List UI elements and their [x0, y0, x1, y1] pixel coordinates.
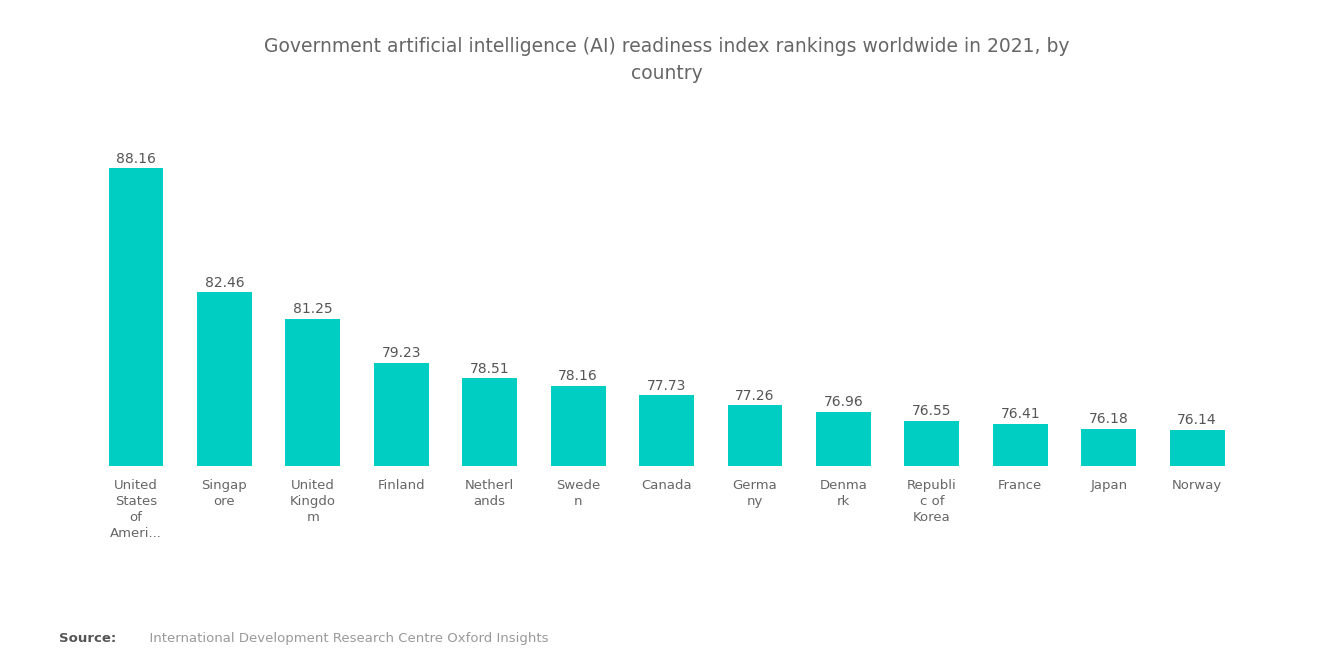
Text: 76.14: 76.14: [1177, 413, 1217, 427]
Bar: [904, 421, 960, 665]
Text: 88.16: 88.16: [116, 152, 156, 166]
Bar: [1081, 429, 1137, 665]
Text: Source:: Source:: [59, 632, 116, 645]
Text: 81.25: 81.25: [293, 302, 333, 316]
Text: 76.55: 76.55: [912, 404, 952, 418]
Bar: [816, 412, 871, 665]
Text: 82.46: 82.46: [205, 276, 244, 290]
Bar: [197, 292, 252, 665]
Bar: [462, 378, 517, 665]
Bar: [639, 395, 694, 665]
Bar: [550, 386, 606, 665]
Text: 76.18: 76.18: [1089, 412, 1129, 426]
Title: Government artificial intelligence (AI) readiness index rankings worldwide in 20: Government artificial intelligence (AI) …: [264, 37, 1069, 82]
Text: 77.26: 77.26: [735, 389, 775, 403]
Bar: [993, 424, 1048, 665]
Text: 76.41: 76.41: [1001, 408, 1040, 422]
Bar: [1170, 430, 1225, 665]
Text: International Development Research Centre Oxford Insights: International Development Research Centr…: [141, 632, 549, 645]
Bar: [108, 168, 164, 665]
Text: 77.73: 77.73: [647, 378, 686, 392]
Text: 79.23: 79.23: [381, 346, 421, 360]
Bar: [727, 406, 783, 665]
Text: 78.51: 78.51: [470, 362, 510, 376]
Text: 76.96: 76.96: [824, 396, 863, 410]
Text: 78.16: 78.16: [558, 369, 598, 383]
Bar: [285, 319, 341, 665]
Bar: [374, 362, 429, 665]
